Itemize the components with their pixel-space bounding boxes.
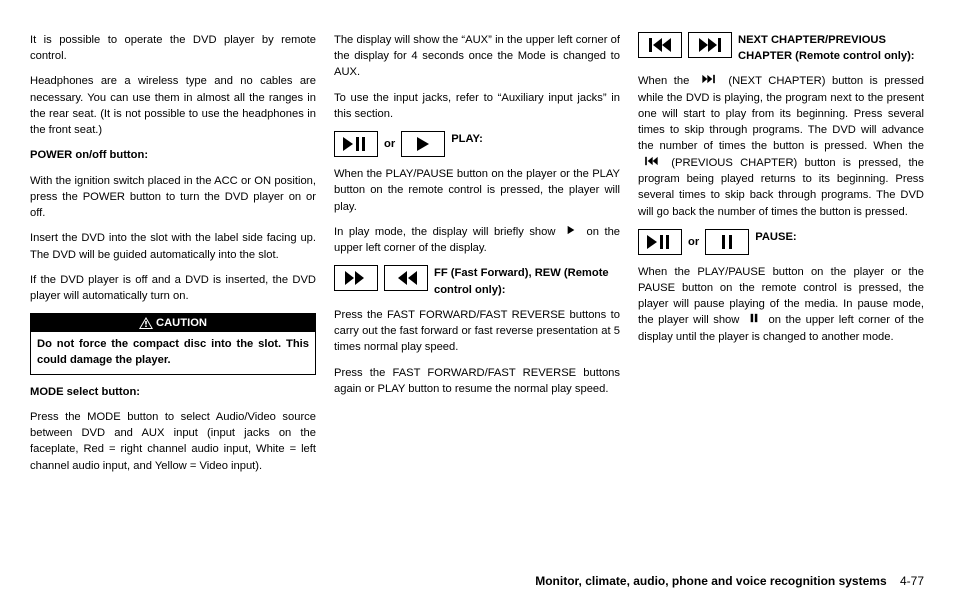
- page-number: 4-77: [900, 574, 924, 588]
- rewind-icon: [384, 265, 428, 291]
- caution-box: CAUTION Do not force the compact disc in…: [30, 313, 316, 374]
- page-footer: Monitor, climate, audio, phone and voice…: [535, 574, 924, 588]
- body-text: To use the input jacks, refer to “Auxili…: [334, 90, 620, 122]
- caution-title: CAUTION: [31, 314, 315, 332]
- play-pause-icon: [334, 131, 378, 157]
- body-text: Headphones are a wireless type and no ca…: [30, 73, 316, 138]
- prev-chapter-icon: [638, 32, 682, 58]
- play-icon-row: or PLAY:: [334, 131, 620, 157]
- body-text: In play mode, the display will briefly s…: [334, 224, 620, 257]
- next-inline-icon: [700, 73, 718, 89]
- body-text: It is possible to operate the DVD player…: [30, 32, 316, 64]
- ff-rew-icon-row: FF (Fast Forward), REW (Remote control o…: [334, 265, 620, 297]
- fast-forward-icon: [334, 265, 378, 291]
- or-label: or: [688, 236, 699, 248]
- heading-mode: MODE select button:: [30, 384, 316, 400]
- body-text: Press the FAST FORWARD/FAST REVERSE butt…: [334, 307, 620, 356]
- warning-icon: [139, 317, 153, 329]
- body-text: If the DVD player is off and a DVD is in…: [30, 272, 316, 304]
- chapter-label: NEXT CHAPTER/PREVIOUS CHAPTER (Remote co…: [738, 32, 924, 64]
- pause-label: PAUSE:: [755, 229, 924, 245]
- column-3: NEXT CHAPTER/PREVIOUS CHAPTER (Remote co…: [638, 32, 924, 542]
- heading-power: POWER on/off button:: [30, 147, 316, 163]
- body-text: The display will show the “AUX” in the u…: [334, 32, 620, 81]
- pause-inline-icon: [748, 312, 760, 328]
- caution-body: Do not force the compact disc into the s…: [31, 332, 315, 373]
- pause-icon: [705, 229, 749, 255]
- chapter-icon-row: NEXT CHAPTER/PREVIOUS CHAPTER (Remote co…: [638, 32, 924, 64]
- page-columns: It is possible to operate the DVD player…: [30, 32, 924, 542]
- body-text: When the (NEXT CHAPTER) button is presse…: [638, 73, 924, 219]
- column-1: It is possible to operate the DVD player…: [30, 32, 316, 542]
- body-text: Press the FAST FORWARD/FAST REVERSE butt…: [334, 365, 620, 397]
- play-inline-icon: [565, 224, 577, 240]
- body-text: When the PLAY/PAUSE button on the player…: [638, 264, 924, 345]
- body-text: With the ignition switch placed in the A…: [30, 173, 316, 222]
- footer-section: Monitor, climate, audio, phone and voice…: [535, 574, 886, 588]
- column-2: The display will show the “AUX” in the u…: [334, 32, 620, 542]
- ff-rew-label: FF (Fast Forward), REW (Remote control o…: [434, 265, 620, 297]
- play-label: PLAY:: [451, 131, 620, 147]
- or-label: or: [384, 138, 395, 150]
- play-pause-icon: [638, 229, 682, 255]
- prev-inline-icon: [642, 155, 660, 171]
- body-text: Insert the DVD into the slot with the la…: [30, 230, 316, 262]
- body-text: Press the MODE button to select Audio/Vi…: [30, 409, 316, 474]
- pause-icon-row: or PAUSE:: [638, 229, 924, 255]
- caution-label: CAUTION: [156, 317, 207, 329]
- next-chapter-icon: [688, 32, 732, 58]
- body-text: When the PLAY/PAUSE button on the player…: [334, 166, 620, 215]
- play-icon: [401, 131, 445, 157]
